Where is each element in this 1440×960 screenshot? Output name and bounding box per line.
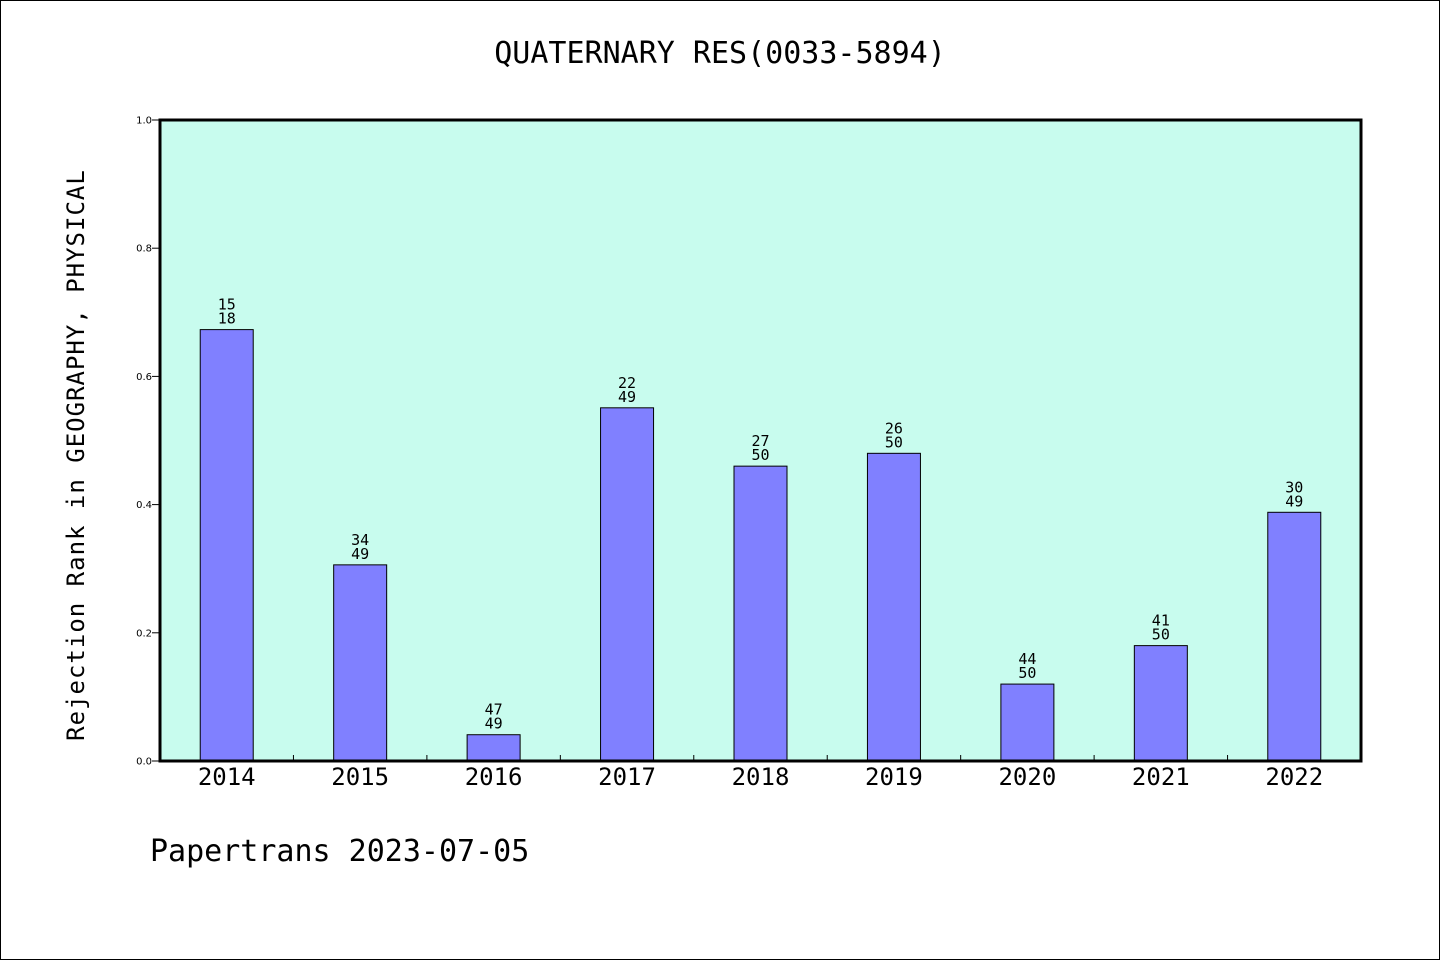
bar-2015 xyxy=(333,564,388,762)
plot-border xyxy=(158,118,1363,763)
x-tick-label-2020: 2020 xyxy=(998,763,1056,791)
bar-label-total-2014: 18 xyxy=(218,310,236,328)
chart-title: QUATERNARY RES(0033-5894) xyxy=(494,36,946,71)
bar-label-rank-2020: 44 xyxy=(1018,650,1036,668)
x-tick-label-2014: 2014 xyxy=(198,763,256,791)
y-tick-label: 1.0 xyxy=(136,116,152,127)
x-tick-label-2016: 2016 xyxy=(465,763,523,791)
y-tick-label: 0.4 xyxy=(136,500,152,511)
bar-2021 xyxy=(1133,645,1188,762)
x-tick-label-2021: 2021 xyxy=(1132,763,1190,791)
bar-label-rank-2022: 30 xyxy=(1285,478,1303,496)
y-tick-label: 0.0 xyxy=(136,757,152,768)
bar-label-rank-2014: 15 xyxy=(218,296,236,314)
bar-label-total-2022: 49 xyxy=(1285,492,1303,510)
bar-label-rank-2018: 27 xyxy=(751,432,769,450)
y-tick-label: 0.2 xyxy=(136,628,152,639)
bar-label-total-2021: 50 xyxy=(1152,626,1170,644)
bar-label-total-2015: 49 xyxy=(351,545,369,563)
x-tick-label-2019: 2019 xyxy=(865,763,923,791)
bar-2017 xyxy=(600,407,655,762)
bar-label-total-2020: 50 xyxy=(1018,664,1036,682)
y-tick-label: 0.6 xyxy=(136,372,152,383)
bar-label-rank-2017: 22 xyxy=(618,374,636,392)
bar-label-rank-2015: 34 xyxy=(351,531,369,549)
bar-2014 xyxy=(199,329,254,762)
bar-label-total-2016: 49 xyxy=(485,715,503,733)
bar-label-rank-2019: 26 xyxy=(885,419,903,437)
bar-2018 xyxy=(733,465,788,762)
footer-note: Papertrans 2023-07-05 xyxy=(150,834,530,869)
bar-2019 xyxy=(866,452,921,762)
x-tick-label-2017: 2017 xyxy=(598,763,656,791)
x-tick-label-2015: 2015 xyxy=(331,763,389,791)
bar-label-total-2017: 49 xyxy=(618,388,636,406)
bar-2016 xyxy=(466,734,521,762)
x-tick-label-2018: 2018 xyxy=(732,763,790,791)
x-tick-label-2022: 2022 xyxy=(1265,763,1323,791)
y-tick-label: 0.8 xyxy=(136,244,152,255)
bar-label-rank-2021: 41 xyxy=(1152,612,1170,630)
bar-label-total-2019: 50 xyxy=(885,433,903,451)
bar-2020 xyxy=(1000,683,1055,762)
bar-label-rank-2016: 47 xyxy=(485,701,503,719)
bar-2022 xyxy=(1267,511,1322,762)
bar-label-total-2018: 50 xyxy=(751,446,769,464)
